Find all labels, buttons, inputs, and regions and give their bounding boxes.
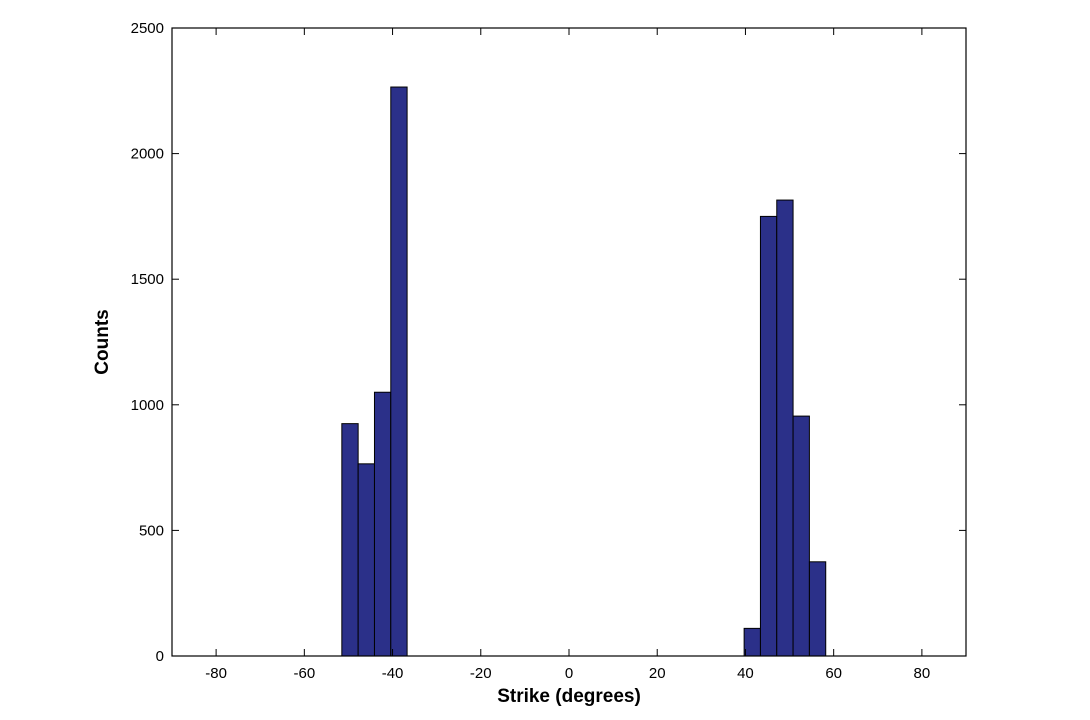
x-tick-label: 60 [825, 665, 842, 682]
x-tick-label: 80 [914, 665, 931, 682]
histogram-bar-6 [759, 215, 778, 657]
histogram-bar-9 [808, 561, 827, 657]
x-tick-label: 20 [649, 665, 666, 682]
y-tick-label: 2500 [131, 20, 164, 37]
x-tick-label: 40 [737, 665, 754, 682]
histogram-bar-7 [776, 199, 794, 657]
bars-group [341, 86, 827, 657]
x-tick-label: -80 [205, 665, 227, 682]
histogram-bar-3 [373, 391, 392, 657]
y-tick-label: 500 [139, 522, 164, 539]
plot-frame [171, 27, 967, 657]
histogram-bar-5 [743, 627, 761, 657]
x-axis-label: Strike (degrees) [497, 686, 641, 707]
y-tick-label: 1500 [131, 271, 164, 288]
ticks-group: -80 -60 -40 -20 0 20 40 60 80 0 500 1000 1500 2000 250… [131, 20, 966, 682]
histogram-bar-1 [341, 423, 359, 657]
x-tick-label: -40 [382, 665, 404, 682]
histogram-bar-8 [792, 415, 810, 657]
y-tick-label: 2000 [131, 146, 164, 163]
plot-background [172, 28, 966, 656]
histogram-bar-2 [357, 463, 375, 657]
y-axis-label: Counts [92, 309, 113, 374]
x-tick-label: -60 [293, 665, 315, 682]
y-tick-label: 1000 [131, 397, 164, 414]
x-tick-label: -20 [470, 665, 492, 682]
x-tick-label: 0 [565, 665, 573, 682]
y-tick-label: 0 [156, 648, 164, 665]
histogram-bar-4 [390, 86, 408, 657]
